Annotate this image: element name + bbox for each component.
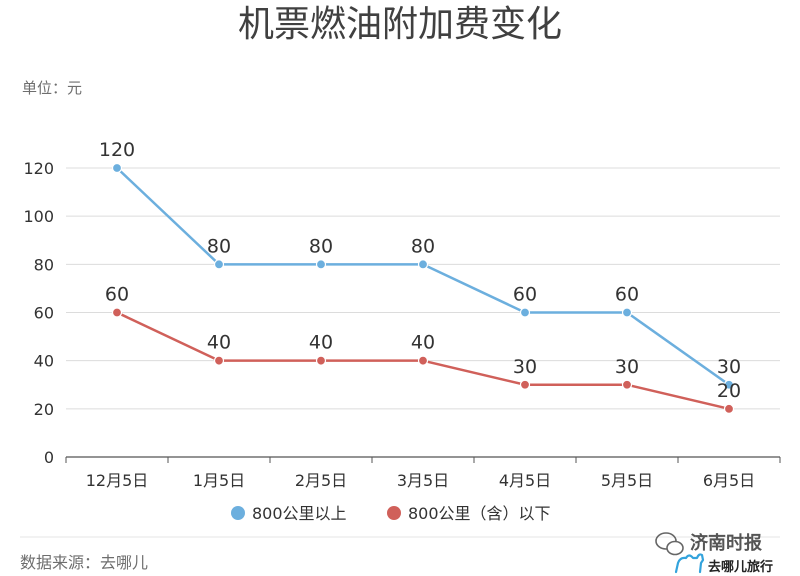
grid-lines: [66, 167, 780, 410]
data-label-0: 80: [309, 235, 333, 257]
data-label-1: 60: [105, 284, 129, 306]
data-label-0: 120: [99, 139, 135, 161]
data-point-1: [111, 307, 123, 318]
legend-label-800km-below: 800公里（含）以下: [408, 504, 551, 523]
data-label-0: 60: [513, 284, 537, 306]
data-label-0: 60: [615, 284, 639, 306]
data-point-1: [723, 403, 735, 414]
legend-marker-800km-below: [387, 506, 401, 520]
x-tick-label: 5月5日: [601, 471, 653, 490]
x-tick-label: 1月5日: [193, 471, 245, 490]
data-point-0: [315, 259, 327, 270]
data-label-1: 30: [615, 356, 639, 378]
data-point-1: [213, 355, 225, 366]
y-tick-label: 20: [34, 400, 54, 419]
y-tick-label: 100: [23, 207, 54, 226]
data-point-0: [111, 162, 123, 174]
x-tick-label: 3月5日: [397, 471, 449, 490]
data-label-1: 40: [309, 332, 333, 354]
data-label-1: 20: [717, 380, 741, 402]
camel-icon: [674, 553, 705, 574]
x-tick-labels: 12月5日 1月5日 2月5日 3月5日 4月5日 5月5日 6月5日: [86, 471, 755, 490]
x-tick-label: 4月5日: [499, 471, 551, 490]
data-point-1: [315, 355, 327, 366]
source-note: 数据来源：去哪儿: [20, 553, 148, 572]
data-point-0: [723, 379, 735, 390]
x-tick-label: 2月5日: [295, 471, 347, 490]
unit-label: 单位：元: [22, 79, 82, 97]
y-tick-labels: 0 20 40 60 80 100 120: [23, 159, 54, 467]
data-point-0: [621, 307, 633, 318]
y-tick-label: 40: [34, 352, 54, 371]
data-label-1: 40: [207, 332, 231, 354]
data-label-0: 80: [207, 235, 231, 257]
x-tick-label: 12月5日: [86, 471, 149, 490]
data-label-1: 30: [513, 356, 537, 378]
data-point-1: [417, 355, 429, 366]
series-layer: [111, 162, 735, 414]
data-label-0: 30: [717, 356, 741, 378]
data-point-0: [519, 307, 531, 318]
data-point-1: [621, 379, 633, 390]
data-point-1: [519, 379, 531, 390]
watermark: 济南时报 去哪儿旅行: [655, 532, 773, 575]
y-tick-label: 0: [44, 448, 54, 467]
data-point-0: [213, 259, 225, 270]
chart-title: 机票燃油附加费变化: [238, 4, 562, 45]
wechat-icon: [655, 532, 684, 556]
legend: 800公里以上 800公里（含）以下: [231, 504, 551, 523]
legend-label-800km-above: 800公里以上: [252, 504, 347, 523]
x-tick-label: 6月5日: [703, 471, 755, 490]
y-tick-label: 120: [23, 159, 54, 178]
y-tick-label: 80: [34, 255, 54, 274]
data-point-0: [417, 259, 429, 270]
watermark-brand: 去哪儿旅行: [708, 559, 773, 575]
y-tick-label: 60: [34, 304, 54, 323]
data-label-0: 80: [411, 235, 435, 257]
watermark-name: 济南时报: [690, 532, 762, 554]
data-label-1: 40: [411, 332, 435, 354]
axes: [65, 456, 781, 463]
legend-marker-800km-above: [231, 506, 245, 520]
